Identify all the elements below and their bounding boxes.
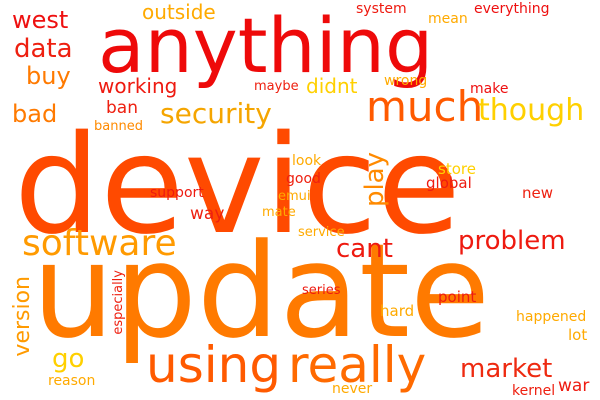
word-make: make [470, 81, 509, 97]
word-never: never [332, 381, 373, 397]
word-ban: ban [106, 98, 138, 118]
word-point: point [438, 288, 477, 306]
word-go: go [52, 344, 85, 374]
word-problem: problem [458, 226, 566, 256]
word-hard: hard [380, 302, 415, 320]
word-mean: mean [428, 11, 468, 27]
word-happened: happened [516, 309, 587, 325]
word-bad: bad [12, 100, 58, 128]
word-cant: cant [336, 234, 393, 264]
word-market: market [460, 354, 553, 384]
word-lot: lot [568, 326, 588, 344]
word-though: though [478, 93, 585, 128]
word-emui: emui [278, 189, 311, 204]
word-everything: everything [474, 1, 550, 17]
word-series: series [302, 283, 341, 298]
word-west: west [12, 6, 69, 34]
word-store: store [438, 160, 476, 178]
word-banned: banned [94, 119, 143, 134]
word-service: service [298, 225, 345, 240]
word-much: much [366, 82, 484, 131]
word-data: data [14, 34, 73, 64]
word-look: look [292, 153, 322, 169]
word-working: working [98, 74, 178, 98]
word-using: using [146, 336, 282, 394]
word-especially: especially [111, 270, 126, 335]
word-outside: outside [142, 0, 216, 24]
word-mate: mate [262, 205, 296, 220]
word-play: play [360, 152, 390, 208]
word-kernel: kernel [512, 383, 556, 399]
word-device: device [14, 107, 461, 265]
word-wrong: wrong [384, 73, 428, 89]
word-software: software [22, 223, 177, 264]
word-way: way [190, 204, 225, 224]
word-maybe: maybe [254, 79, 299, 94]
word-new: new [522, 184, 554, 202]
word-security: security [160, 97, 272, 130]
word-version: version [10, 276, 35, 357]
word-reason: reason [48, 373, 96, 389]
word-war: war [558, 376, 590, 396]
word-system: system [356, 1, 407, 17]
word-anything: anything [98, 1, 434, 90]
word-global: global [426, 174, 472, 192]
word-support: support [150, 185, 204, 201]
word-really: really [288, 336, 427, 394]
word-update: update [32, 215, 491, 367]
word-good: good [286, 171, 321, 187]
word-didnt: didnt [306, 74, 358, 98]
word-buy: buy [26, 62, 71, 90]
